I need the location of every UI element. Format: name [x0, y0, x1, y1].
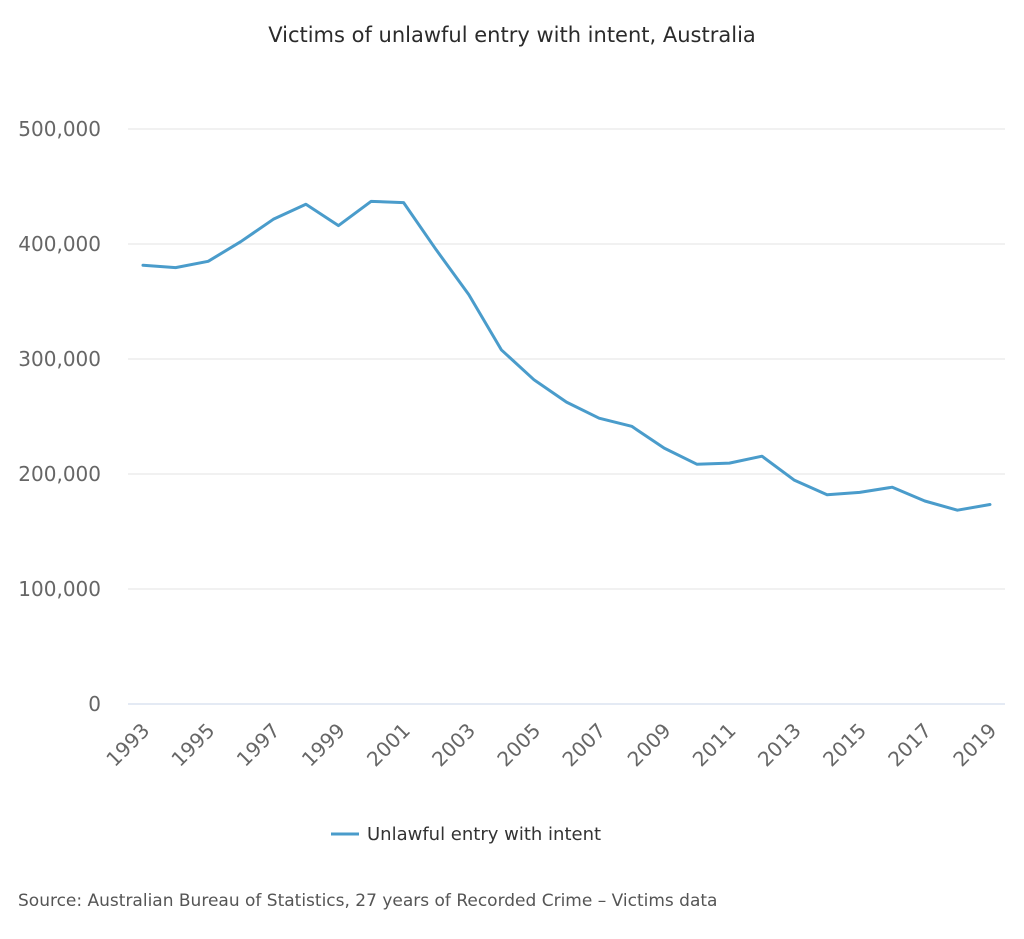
- y-tick-label: 300,000: [18, 347, 101, 371]
- x-tick-label: 1993: [101, 718, 154, 771]
- x-axis-tick-labels: 1993 1995 1997 1999 2001 2003 2005 2007 2009 2011…: [101, 718, 1001, 771]
- y-axis-tick-labels: 0 100,000 200,000 300,000 400,000 500,000: [18, 117, 101, 716]
- source-note: Source: Australian Bureau of Statistics,…: [18, 891, 717, 911]
- x-tick-label: 2017: [883, 718, 936, 771]
- y-tick-label: 400,000: [18, 232, 101, 256]
- x-tick-label: 2001: [362, 718, 415, 771]
- x-tick-label: 2009: [623, 718, 676, 771]
- legend[interactable]: Unlawful entry with intent: [331, 824, 601, 845]
- y-tick-label: 100,000: [18, 577, 101, 601]
- legend-label-unlawful-entry: Unlawful entry with intent: [367, 824, 601, 845]
- x-tick-label: 2013: [753, 718, 806, 771]
- x-tick-label: 1997: [232, 718, 285, 771]
- x-tick-label: 2005: [492, 718, 545, 771]
- series-lines: [141, 199, 992, 512]
- x-tick-label: 2019: [948, 718, 1001, 771]
- series-line-unlawful-entry[interactable]: [141, 199, 992, 512]
- chart-title: Victims of unlawful entry with intent, A…: [268, 23, 756, 47]
- y-tick-label: 200,000: [18, 462, 101, 486]
- x-tick-label: 1995: [167, 718, 220, 771]
- y-tick-label: 0: [88, 692, 101, 716]
- grid-lines: [128, 128, 1005, 705]
- x-tick-label: 2011: [688, 718, 741, 771]
- x-tick-label: 2007: [557, 718, 610, 771]
- x-tick-label: 2003: [427, 718, 480, 771]
- x-tick-label: 2015: [818, 718, 871, 771]
- y-tick-label: 500,000: [18, 117, 101, 141]
- x-tick-label: 1999: [297, 718, 350, 771]
